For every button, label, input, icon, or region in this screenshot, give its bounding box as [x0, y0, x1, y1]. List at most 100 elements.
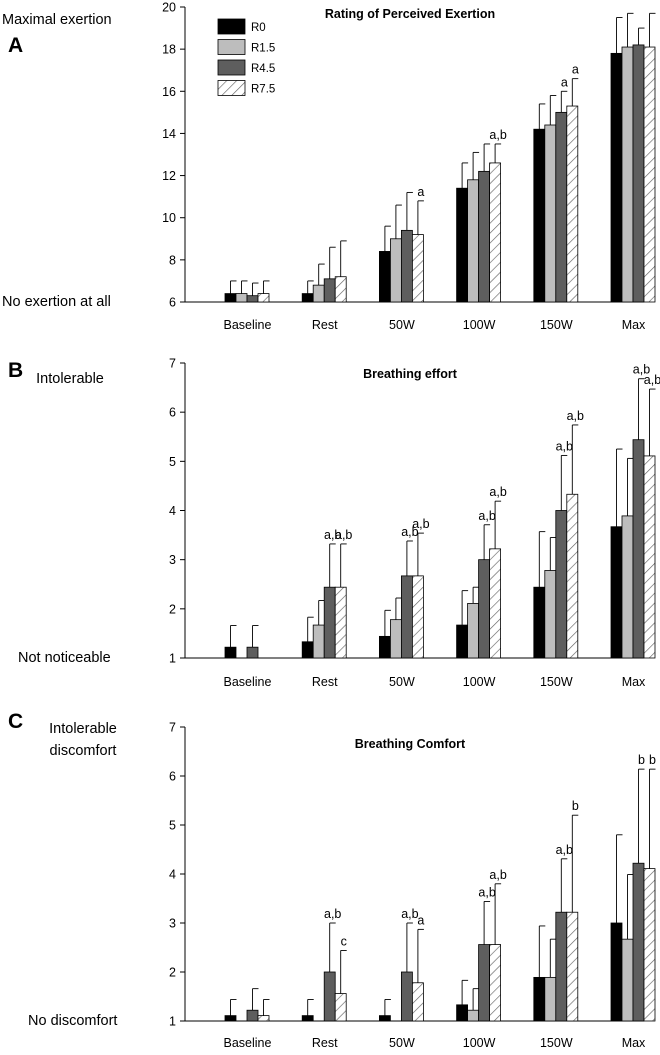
significance-label: a: [417, 185, 424, 199]
y-tick-label: 8: [169, 253, 176, 267]
bar-r1-5: [621, 46, 634, 303]
bar-r4-5: [632, 44, 645, 303]
legend-swatch: [217, 59, 246, 76]
x-tick-label: 150W: [540, 675, 573, 689]
significance-label: a,b: [644, 373, 660, 387]
x-tick-label: Rest: [312, 675, 338, 689]
bar-r4-5: [400, 229, 413, 303]
bar-r4-5: [555, 111, 568, 303]
y-tick-label: 10: [162, 211, 176, 225]
bar-r4-5: [246, 295, 259, 303]
bar-r7-5: [411, 575, 424, 659]
bar-r7-5: [566, 105, 579, 303]
y-tick-label: 12: [162, 169, 176, 183]
significance-label: a: [572, 63, 579, 77]
y-tick-label: 1: [169, 1015, 176, 1029]
bar-r0: [610, 922, 623, 1022]
y-tick-label: 1: [169, 652, 176, 666]
x-tick-label: Baseline: [224, 675, 272, 689]
y-tick-label: 2: [169, 602, 176, 616]
y-tick-label: 7: [169, 357, 176, 371]
scale-top-label: Intolerable: [49, 721, 117, 737]
y-tick-label: 4: [169, 504, 176, 518]
bar-r7-5: [643, 868, 656, 1022]
scale-top-label: Intolerable: [36, 371, 104, 387]
significance-label: a,b: [335, 528, 352, 542]
significance-label: a: [417, 913, 424, 927]
bar-r0: [533, 586, 546, 659]
y-tick-label: 18: [162, 43, 176, 57]
bar-r1-5: [312, 284, 325, 303]
bar-r4-5: [478, 944, 491, 1022]
x-tick-label: 50W: [389, 1036, 415, 1050]
x-tick-label: 150W: [540, 1036, 573, 1050]
bar-r1-5: [467, 603, 480, 659]
significance-label: a,b: [401, 525, 418, 539]
bar-r4-5: [632, 862, 645, 1022]
scale-top-label: Maximal exertion: [2, 12, 112, 28]
bar-r7-5: [489, 548, 502, 659]
bar-r1-5: [621, 938, 634, 1022]
x-tick-label: Rest: [312, 1036, 338, 1050]
x-tick-label: Max: [622, 1036, 646, 1050]
x-tick-label: 150W: [540, 318, 573, 332]
x-tick-label: 50W: [389, 675, 415, 689]
x-tick-label: Rest: [312, 318, 338, 332]
y-tick-label: 6: [169, 770, 176, 784]
x-tick-label: Baseline: [224, 318, 272, 332]
y-tick-label: 14: [162, 127, 176, 141]
bar-r7-5: [257, 1015, 270, 1022]
y-tick-label: 4: [169, 868, 176, 882]
bar-r0: [224, 293, 237, 303]
bar-r0: [224, 646, 237, 659]
panel-c: C 1 2 3 4 5 6 7 Breathing Comfort Intolerable disc…: [8, 710, 656, 1050]
bar-r0: [610, 52, 623, 303]
y-tick-label: 6: [169, 296, 176, 310]
bar-r4-5: [632, 439, 645, 659]
significance-label: a,b: [489, 868, 506, 882]
x-tick-label: Max: [622, 675, 646, 689]
legend: R0 R1.5 R4.5 R7.5: [217, 18, 275, 96]
chart-title: Rating of Perceived Exertion: [325, 7, 495, 21]
bar-r0: [224, 1015, 237, 1022]
scale-bottom-label: No discomfort: [28, 1013, 117, 1029]
x-tick-label: 100W: [463, 675, 496, 689]
scale-top-label: discomfort: [50, 743, 117, 759]
bar-r4-5: [400, 971, 413, 1022]
significance-label: a,b: [633, 363, 650, 377]
bar-r7-5: [334, 276, 347, 303]
legend-label: R1.5: [251, 43, 275, 55]
significance-label: a,b: [556, 439, 573, 453]
bar-r0: [456, 624, 469, 659]
bar-r0: [456, 1004, 469, 1022]
legend-label: R4.5: [251, 63, 275, 75]
bar-r1-5: [544, 570, 557, 659]
y-tick-label: 3: [169, 553, 176, 567]
bar-r1-5: [467, 1009, 480, 1022]
bar-r4-5: [323, 586, 336, 659]
bar-r7-5: [566, 911, 579, 1022]
significance-label: a,b: [489, 485, 506, 499]
bar-r4-5: [323, 971, 336, 1022]
panel-a: A 6 8 10 12 14 16 18 20 Rating of Perceived Exert…: [2, 1, 656, 332]
chart-title: Breathing effort: [363, 367, 458, 381]
bar-r7-5: [643, 46, 656, 303]
significance-label: a: [561, 75, 568, 89]
bar-r1-5: [312, 624, 325, 659]
y-tick-label: 3: [169, 917, 176, 931]
x-tick-label: 100W: [463, 318, 496, 332]
bar-r1-5: [544, 124, 557, 303]
bar-r7-5: [566, 493, 579, 659]
y-tick-label: 6: [169, 406, 176, 420]
bar-r7-5: [411, 234, 424, 303]
bar-r1-5: [621, 515, 634, 659]
legend-swatch: [217, 18, 246, 35]
significance-label: b: [638, 753, 645, 767]
panel-letter: C: [8, 710, 23, 733]
scale-bottom-label: Not noticeable: [18, 650, 111, 666]
legend-swatch: [217, 39, 246, 55]
significance-label: a,b: [412, 517, 429, 531]
panel-b: B 1 2 3 4 5 6 7 Breathing effort Intolerable Not n…: [8, 357, 660, 690]
